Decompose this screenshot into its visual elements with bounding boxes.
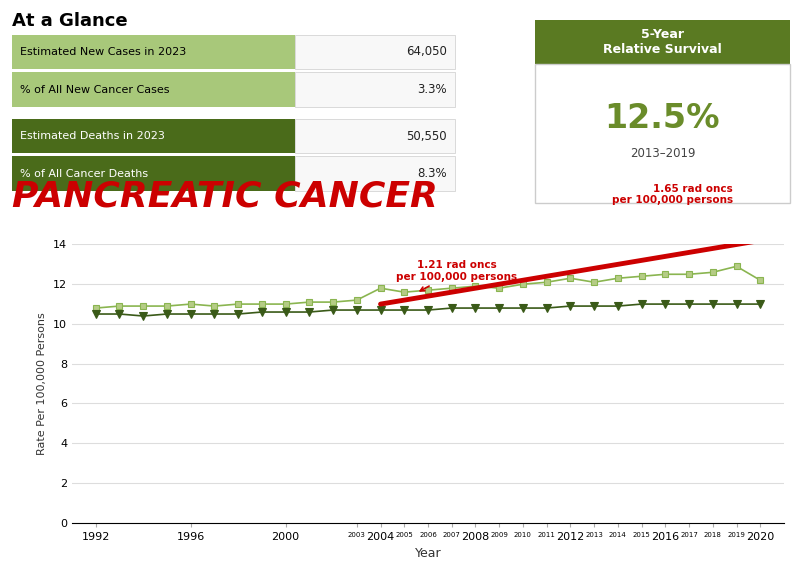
Y-axis label: Rate Per 100,000 Persons: Rate Per 100,000 Persons (38, 312, 47, 455)
Bar (535, 64, 790, 203)
Text: Estimated Deaths in 2023: Estimated Deaths in 2023 (20, 131, 165, 141)
Text: % of All New Cancer Cases: % of All New Cancer Cases (20, 84, 170, 94)
Text: At a Glance: At a Glance (12, 12, 128, 30)
Text: 64,050: 64,050 (406, 46, 447, 58)
Text: 12.5%: 12.5% (605, 102, 720, 135)
Text: 8.3%: 8.3% (418, 167, 447, 180)
Bar (295, 119, 455, 153)
Bar (12, 119, 295, 153)
Text: 5-Year
Relative Survival: 5-Year Relative Survival (603, 28, 722, 56)
X-axis label: Year: Year (414, 547, 442, 560)
Text: % of All Cancer Deaths: % of All Cancer Deaths (20, 169, 148, 179)
Bar (535, 20, 790, 64)
Text: Estimated New Cases in 2023: Estimated New Cases in 2023 (20, 47, 186, 57)
Bar (12, 72, 295, 107)
Bar (12, 156, 295, 191)
Bar (295, 72, 455, 107)
Text: 3.3%: 3.3% (418, 83, 447, 96)
Bar (295, 156, 455, 191)
Text: 1.21 rad oncs
per 100,000 persons: 1.21 rad oncs per 100,000 persons (396, 260, 517, 291)
Bar (295, 35, 455, 69)
Text: 1.65 rad oncs
per 100,000 persons: 1.65 rad oncs per 100,000 persons (611, 184, 733, 205)
Text: 50,550: 50,550 (406, 130, 447, 143)
Bar (12, 35, 295, 69)
Text: 2013–2019: 2013–2019 (630, 147, 695, 160)
Text: PANCREATIC CANCER: PANCREATIC CANCER (12, 180, 438, 214)
